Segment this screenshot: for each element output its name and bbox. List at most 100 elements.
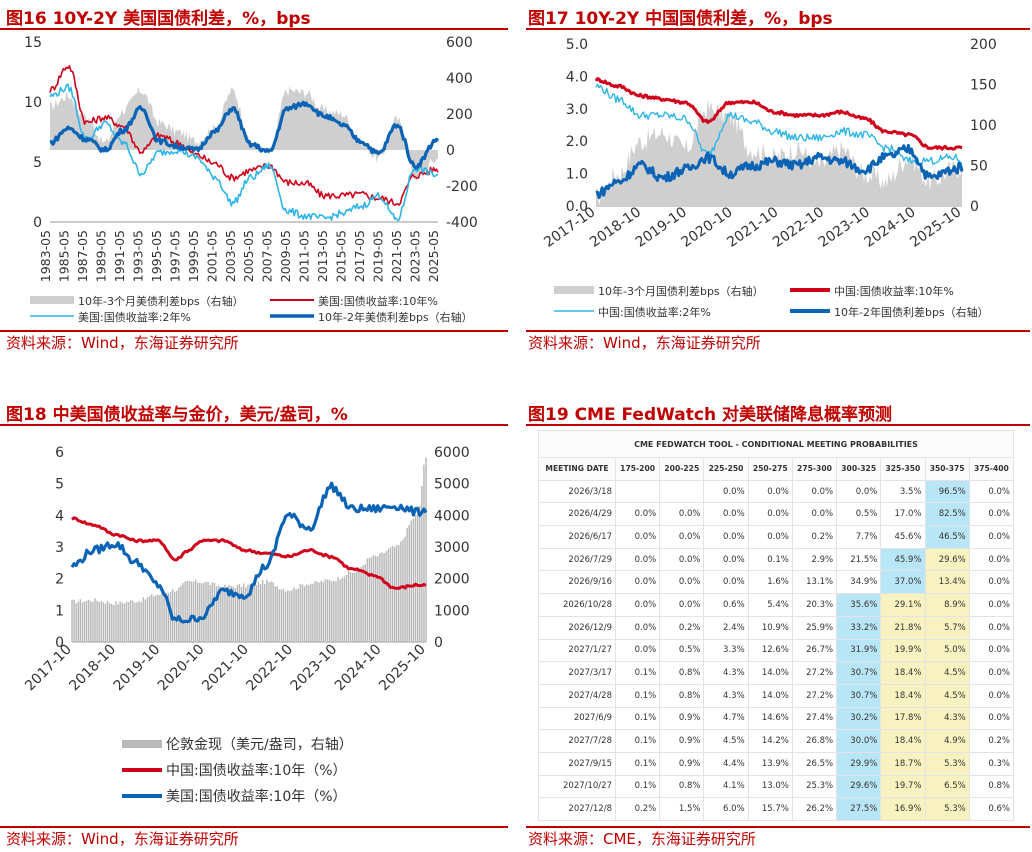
figure-18-title-rule [0, 424, 508, 426]
figure-17-source-rule [526, 330, 1030, 332]
fig17-y-left-tick: 5.0 [566, 37, 588, 53]
fig18-y-right-tick: 4000 [434, 508, 470, 524]
fig16-x-tick: 2005-05 [241, 230, 256, 282]
fig16-legend-swatch [30, 296, 74, 304]
fig16-y-right-tick: 0 [446, 143, 455, 159]
fig18-bar [217, 585, 220, 642]
fig16-x-tick: 2023-05 [408, 230, 423, 282]
fig18-bar [322, 582, 325, 642]
fedwatch-probability-cell: 0.1% [747, 547, 793, 572]
fedwatch-probability-cell: 0.6% [703, 593, 749, 617]
fig17-legend-label: 中国:国债收益率:2年% [598, 305, 711, 319]
fig18-bar [71, 599, 73, 642]
fedwatch-probability-cell: 0.0% [968, 479, 1015, 504]
fig18-bar [349, 572, 352, 642]
fedwatch-probability-cell: 0.0% [968, 593, 1015, 617]
fig18-bar [102, 602, 105, 642]
fig18-bar [393, 547, 396, 642]
figure-17-chart: 5.04.03.02.01.00.02001501005002017-10201… [541, 37, 997, 319]
fig18-bar [314, 580, 316, 642]
fig18-bar [345, 574, 348, 642]
fig18-bar [356, 570, 358, 642]
fig16-x-tick: 2019-05 [371, 230, 386, 282]
fedwatch-probability-cell: 0.0% [703, 479, 749, 504]
fedwatch-probability-cell: 46.5% [924, 525, 970, 549]
fedwatch-probability-cell: 0.0% [659, 547, 705, 572]
fedwatch-meeting-date: 2027/4/28 [538, 683, 616, 708]
fedwatch-probability-cell: 31.9% [836, 638, 882, 663]
fig18-bar [287, 590, 289, 642]
figure-17-source: 资料来源：Wind，东海证券研究所 [528, 334, 761, 352]
fig18-bar [352, 572, 354, 642]
fedwatch-probability-cell: 0.2% [791, 525, 838, 549]
fig18-bar [385, 551, 387, 642]
fedwatch-probability-cell: 3.3% [703, 638, 749, 663]
fedwatch-meeting-date: 2026/4/29 [538, 502, 616, 527]
fig18-bar [234, 587, 237, 642]
fedwatch-probability-cell: 18.4% [880, 729, 926, 753]
fig18-bar [414, 515, 417, 642]
fedwatch-probability-cell: 13.0% [747, 774, 793, 799]
fedwatch-probability-cell: 0.0% [836, 479, 882, 504]
fig16-y-left-tick: 10 [24, 95, 42, 111]
fig18-bar [127, 602, 130, 642]
fig16-x-tick: 2015-05 [334, 230, 349, 282]
fedwatch-probability-cell: 5.0% [924, 638, 970, 663]
fig18-bar [192, 581, 195, 642]
fedwatch-col-header: 275-300 [791, 457, 838, 481]
fig18-bar [400, 541, 402, 642]
fig18-bar [106, 601, 109, 642]
fig17-x-tick: 2024-10 [861, 204, 918, 251]
fedwatch-meeting-date: 2026/3/18 [538, 479, 616, 504]
fig18-bar [226, 586, 228, 642]
figure-16-panel: 图16 10Y-2Y 美国国债利差，%，bps 15 10 5 0 600 400 200 0… [0, 0, 516, 360]
fig17-y-right-tick: 0 [970, 199, 979, 215]
fig18-bar [186, 580, 188, 642]
figure-16-chart: 15 10 5 0 600 400 200 0 -200 -400 1983-05 1985-05 19… [24, 35, 478, 324]
fig17-y-right-tick: 100 [970, 118, 997, 134]
fig18-bar [291, 590, 293, 642]
fig18-bar [96, 600, 98, 642]
fig18-bar [297, 588, 299, 642]
fig18-bar [182, 583, 184, 642]
fedwatch-probability-cell: 5.3% [924, 797, 970, 821]
fig18-bar [90, 601, 92, 642]
fedwatch-probability-cell: 0.9% [659, 706, 705, 731]
fedwatch-probability-cell: 0.8% [659, 661, 705, 685]
fig16-x-tick: 2003-05 [223, 230, 238, 282]
fig18-bar [282, 589, 285, 642]
fig18-bar [157, 594, 159, 642]
fig17-y-left-tick: 2.0 [566, 134, 588, 150]
fedwatch-probability-cell: 4.3% [703, 683, 749, 708]
fig18-bar [335, 581, 337, 642]
fig18-y-left-tick: 6 [55, 445, 64, 461]
fig18-bar [98, 602, 100, 642]
fig18-bar [197, 582, 199, 642]
fedwatch-table-row: 2027/6/9 0.1% 0.9% 4.7% 14.6% 27.4% 30.2% 17.8%… [538, 706, 1015, 731]
fedwatch-probability-cell: 2.9% [791, 547, 838, 572]
fedwatch-probability-cell: 35.6% [836, 593, 882, 617]
fedwatch-probability-cell: 45.9% [880, 547, 926, 572]
fig18-bar [331, 581, 333, 642]
fedwatch-probability-cell: 30.7% [836, 661, 882, 685]
fig17-x-tick: 2021-10 [724, 204, 781, 251]
fig18-bar [138, 601, 140, 642]
fedwatch-probability-cell: 17.0% [880, 502, 926, 527]
figure-17-title-rule [526, 28, 1030, 30]
fedwatch-probability-cell: 0.0% [968, 525, 1015, 549]
fig16-x-tick: 2025-05 [426, 230, 441, 282]
fig18-bar [358, 567, 360, 642]
fig18-bar [274, 586, 276, 642]
fig16-x-tick: 2013-05 [315, 230, 330, 282]
fig18-bar [372, 554, 375, 642]
fedwatch-probability-cell: 29.1% [880, 593, 926, 617]
fig18-bar [140, 602, 142, 642]
fig18-x-tick: 2024-10 [332, 642, 385, 695]
fig18-bar [203, 582, 205, 642]
fedwatch-col-header: 325-350 [880, 457, 926, 481]
fedwatch-probability-cell: 4.3% [924, 706, 970, 731]
fig17-legend-label: 10年-3个月国债利差bps（右轴） [598, 284, 764, 298]
fedwatch-probability-cell: 17.8% [880, 706, 926, 731]
fig16-x-tick: 2009-05 [278, 230, 293, 282]
fedwatch-probability-cell: 45.6% [880, 525, 926, 549]
